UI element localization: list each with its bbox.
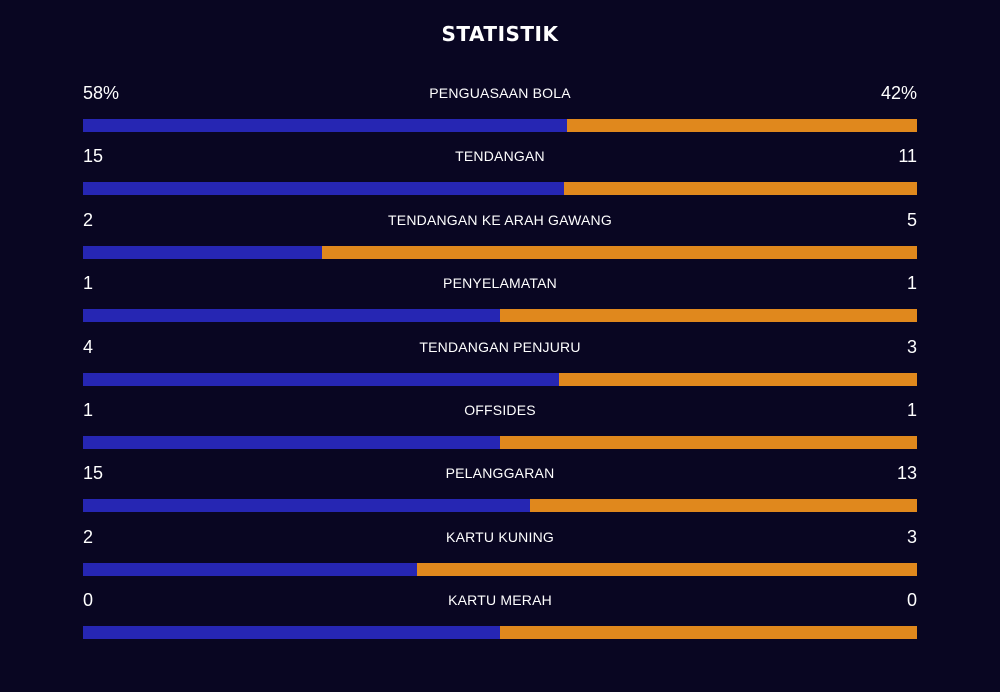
away-bar-segment xyxy=(416,562,917,576)
stat-bar xyxy=(83,245,917,259)
away-value: 1 xyxy=(906,399,917,420)
stat-bar xyxy=(83,309,917,323)
stat-label: TENDANGAN KE ARAH GAWANG xyxy=(388,211,612,228)
home-bar-segment xyxy=(83,626,500,640)
home-value: 0 xyxy=(83,590,94,611)
away-bar-segment xyxy=(500,626,917,640)
away-value: 42% xyxy=(880,83,917,103)
home-bar-segment xyxy=(83,182,565,196)
away-value: 0 xyxy=(906,590,917,611)
home-value: 1 xyxy=(83,273,94,294)
stats-title: STATISTIK xyxy=(441,22,559,46)
stat-row-shots-on-target: 2 TENDANGAN KE ARAH GAWANG 5 xyxy=(83,207,917,270)
home-value: 1 xyxy=(83,399,94,420)
away-value: 3 xyxy=(906,336,917,357)
stat-bar xyxy=(83,499,917,513)
stat-bar xyxy=(83,372,917,386)
stat-row-offsides: 1 OFFSIDES 1 xyxy=(83,397,917,460)
home-bar-segment xyxy=(83,119,567,132)
home-value: 2 xyxy=(83,209,94,230)
stat-row-possession: 58% PENGUASAAN BOLA 42% xyxy=(83,80,917,143)
home-value: 15 xyxy=(83,146,104,167)
home-value: 2 xyxy=(83,526,94,547)
stat-bar xyxy=(83,562,917,576)
home-bar-segment xyxy=(83,309,500,323)
away-value: 13 xyxy=(896,463,917,484)
away-value: 3 xyxy=(906,526,917,547)
stat-label: KARTU KUNING xyxy=(446,528,554,545)
home-bar-segment xyxy=(83,499,531,513)
stat-label: PELANGGARAN xyxy=(445,465,555,482)
home-bar-segment xyxy=(83,435,500,449)
stats-list: 58% PENGUASAAN BOLA 42% 15 TENDANGAN 11 … xyxy=(83,80,917,651)
stat-label: OFFSIDES xyxy=(464,401,536,418)
stat-bar xyxy=(83,119,917,132)
away-bar-segment xyxy=(566,119,917,132)
away-value: 1 xyxy=(906,273,917,294)
stat-bar xyxy=(83,182,917,196)
home-value: 58% xyxy=(83,83,120,103)
away-value: 5 xyxy=(906,209,917,230)
away-bar-segment xyxy=(564,182,917,196)
home-bar-segment xyxy=(83,562,417,576)
stat-bar xyxy=(83,435,917,449)
away-bar-segment xyxy=(500,309,917,323)
stat-row-shots: 15 TENDANGAN 11 xyxy=(83,143,917,206)
stat-row-fouls: 15 PELANGGARAN 13 xyxy=(83,460,917,523)
stat-bar xyxy=(83,626,917,640)
away-bar-segment xyxy=(321,245,917,259)
home-bar-segment xyxy=(83,245,322,259)
stat-label: KARTU MERAH xyxy=(448,592,552,609)
away-bar-segment xyxy=(500,435,917,449)
stat-label: TENDANGAN PENJURU xyxy=(419,338,581,355)
away-bar-segment xyxy=(530,499,917,513)
stat-label: PENYELAMATAN xyxy=(443,275,557,292)
stat-label: TENDANGAN xyxy=(455,148,545,165)
stat-row-red-cards: 0 KARTU MERAH 0 xyxy=(83,587,917,650)
home-bar-segment xyxy=(83,372,560,386)
stat-row-yellow-cards: 2 KARTU KUNING 3 xyxy=(83,524,917,587)
away-bar-segment xyxy=(559,372,917,386)
away-value: 11 xyxy=(898,146,917,167)
stat-row-corners: 4 TENDANGAN PENJURU 3 xyxy=(83,334,917,397)
stat-row-saves: 1 PENYELAMATAN 1 xyxy=(83,270,917,333)
home-value: 15 xyxy=(83,463,104,484)
home-value: 4 xyxy=(83,336,94,357)
stat-label: PENGUASAAN BOLA xyxy=(429,85,571,101)
